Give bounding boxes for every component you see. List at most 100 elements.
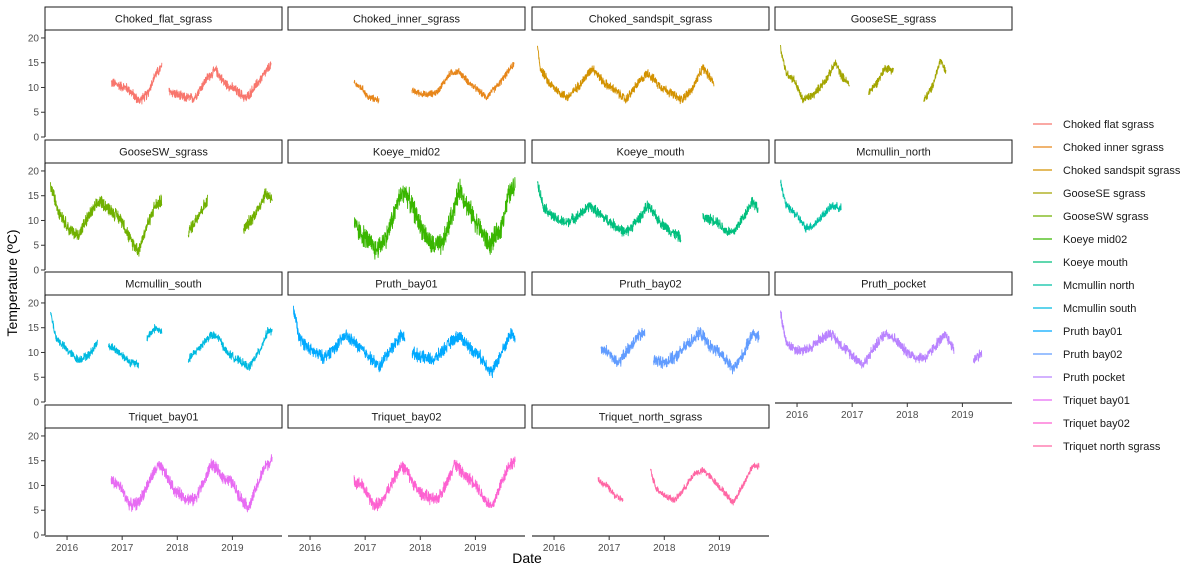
facet-strip (774, 139, 1013, 164)
facet-strip-label: Pruth_bay01 (375, 279, 437, 291)
x-tick-label: 2016 (56, 543, 79, 554)
facet-strip-label: Choked_inner_sgrass (353, 14, 461, 26)
x-tick-label: 2016 (786, 410, 809, 421)
series-line-goosesw-sgrass (50, 182, 163, 257)
legend-label: Pruth bay01 (1063, 326, 1122, 338)
legend-item-choked-sandspit-sgrass: Choked sandspit sgrass (1033, 165, 1181, 177)
series-line-mcmullin-south (50, 311, 98, 364)
y-tick-label: 20 (28, 166, 40, 177)
facet-strip-label: GooseSE_sgrass (851, 14, 937, 26)
facet-panel-koeye-mouth: Koeye_mouth (531, 139, 770, 243)
y-tick-label: 15 (28, 58, 40, 69)
series-line-pruth-bay01 (293, 305, 406, 373)
x-tick-label: 2019 (464, 543, 487, 554)
y-tick-label: 15 (28, 323, 40, 334)
facet-panel-triquet-bay01: Triquet_bay01 0 5 10 15 20 2016 2017 2018 2019 (28, 404, 283, 554)
facet-strip-label: GooseSW_sgrass (119, 147, 208, 159)
facet-strip (531, 404, 770, 429)
series-line-goosese-sgrass (868, 64, 894, 96)
x-tick-label: 2018 (653, 543, 676, 554)
y-tick-label: 10 (28, 481, 40, 492)
facet-strip-label: Mcmullin_south (125, 279, 201, 291)
facet-strip-label: Triquet_bay01 (129, 412, 199, 424)
series-line-pruth-pocket (972, 349, 983, 364)
y-tick-label: 10 (28, 216, 40, 227)
facet-panel-koeye-mid02: Koeye_mid02 (287, 139, 526, 260)
legend-label: Choked flat sgrass (1063, 119, 1155, 131)
x-tick-label: 2019 (708, 543, 731, 554)
legend-label: Mcmullin south (1063, 303, 1136, 315)
x-tick-label: 2017 (354, 543, 377, 554)
series-line-koeye-mouth (537, 181, 682, 243)
series-line-choked-inner-sgrass (411, 62, 515, 101)
facet-panel-pruth-pocket: Pruth_pocket 2016 2017 2018 2019 (774, 271, 1013, 421)
series-line-koeye-mid02 (353, 177, 516, 260)
y-tick-label: 5 (33, 373, 39, 384)
series-line-mcmullin-north (780, 179, 842, 233)
series-line-choked-inner-sgrass (353, 79, 380, 104)
facet-strip-label: Koeye_mouth (617, 147, 685, 159)
facet-panel-mcmullin-north: Mcmullin_north (774, 139, 1013, 233)
x-tick-label: 2019 (951, 410, 974, 421)
facet-strip (287, 139, 526, 164)
y-tick-label: 5 (33, 506, 39, 517)
facet-panel-choked-sandspit-sgrass: Choked_sandspit_sgrass (531, 6, 770, 105)
facet-panel-triquet-bay02: Triquet_bay02 2016 2017 2018 2019 (287, 404, 526, 554)
series-line-triquet-bay02 (353, 456, 516, 512)
y-tick-label: 15 (28, 191, 40, 202)
series-line-mcmullin-south (146, 324, 163, 342)
facet-panels: Choked_flat_sgrass 0 5 10 15 20 Choked_inner_s… (28, 6, 1013, 554)
facet-strip (44, 6, 283, 31)
series-line-goosesw-sgrass (187, 194, 209, 238)
series-line-triquet-north-sgrass (597, 477, 624, 502)
facet-strip-label: Pruth_pocket (861, 279, 926, 291)
y-tick-label: 0 (33, 531, 39, 542)
facet-panel-goosese-sgrass: GooseSE_sgrass (774, 6, 1013, 104)
series-line-koeye-mouth (702, 196, 759, 236)
legend-item-choked-flat-sgrass: Choked flat sgrass (1033, 119, 1155, 131)
y-tick-label: 0 (33, 266, 39, 277)
y-tick-label: 20 (28, 33, 40, 44)
legend-label: GooseSW sgrass (1063, 211, 1149, 223)
facet-panel-choked-inner-sgrass: Choked_inner_sgrass (287, 6, 526, 104)
facet-panel-choked-flat-sgrass: Choked_flat_sgrass 0 5 10 15 20 (28, 6, 283, 144)
legend-item-mcmullin-south: Mcmullin south (1033, 303, 1136, 315)
facet-strip (531, 271, 770, 296)
legend-label: GooseSE sgrass (1063, 188, 1146, 200)
legend-item-koeye-mouth: Koeye mouth (1033, 257, 1128, 269)
legend-item-triquet-north-sgrass: Triquet north sgrass (1033, 441, 1161, 453)
y-tick-label: 10 (28, 348, 40, 359)
legend-label: Triquet bay01 (1063, 395, 1130, 407)
legend-item-mcmullin-north: Mcmullin north (1033, 280, 1135, 292)
series-line-choked-flat-sgrass (110, 62, 163, 105)
y-tick-label: 0 (33, 398, 39, 409)
legend-item-pruth-pocket: Pruth pocket (1033, 372, 1125, 384)
facet-strip-label: Triquet_north_sgrass (599, 412, 703, 424)
facet-strip-label: Mcmullin_north (856, 147, 931, 159)
facet-strip-label: Choked_flat_sgrass (115, 14, 213, 26)
x-tick-label: 2018 (896, 410, 919, 421)
series-line-pruth-bay02 (653, 326, 760, 375)
legend-label: Koeye mid02 (1063, 234, 1127, 246)
legend-label: Choked inner sgrass (1063, 142, 1164, 154)
series-line-pruth-bay01 (411, 328, 516, 379)
legend-label: Triquet bay02 (1063, 418, 1130, 430)
facet-strip (531, 6, 770, 31)
facet-strip (287, 404, 526, 429)
x-tick-label: 2019 (221, 543, 244, 554)
facet-strip-label: Pruth_bay02 (619, 279, 681, 291)
legend-item-choked-inner-sgrass: Choked inner sgrass (1033, 142, 1164, 154)
facet-strip-label: Choked_sandspit_sgrass (589, 14, 713, 26)
y-tick-label: 0 (33, 133, 39, 144)
y-tick-label: 20 (28, 298, 40, 309)
legend-item-goosesw-sgrass: GooseSW sgrass (1033, 211, 1149, 223)
y-axis-title: Temperature (ºC) (4, 229, 20, 336)
facet-panel-mcmullin-south: Mcmullin_south 0 5 10 15 20 (28, 271, 283, 409)
facet-strip (44, 139, 283, 164)
series-line-triquet-bay01 (110, 454, 273, 513)
legend-label: Koeye mouth (1063, 257, 1128, 269)
facet-strip (44, 271, 283, 296)
y-tick-label: 5 (33, 241, 39, 252)
facet-strip-label: Koeye_mid02 (373, 147, 440, 159)
facet-strip (774, 6, 1013, 31)
